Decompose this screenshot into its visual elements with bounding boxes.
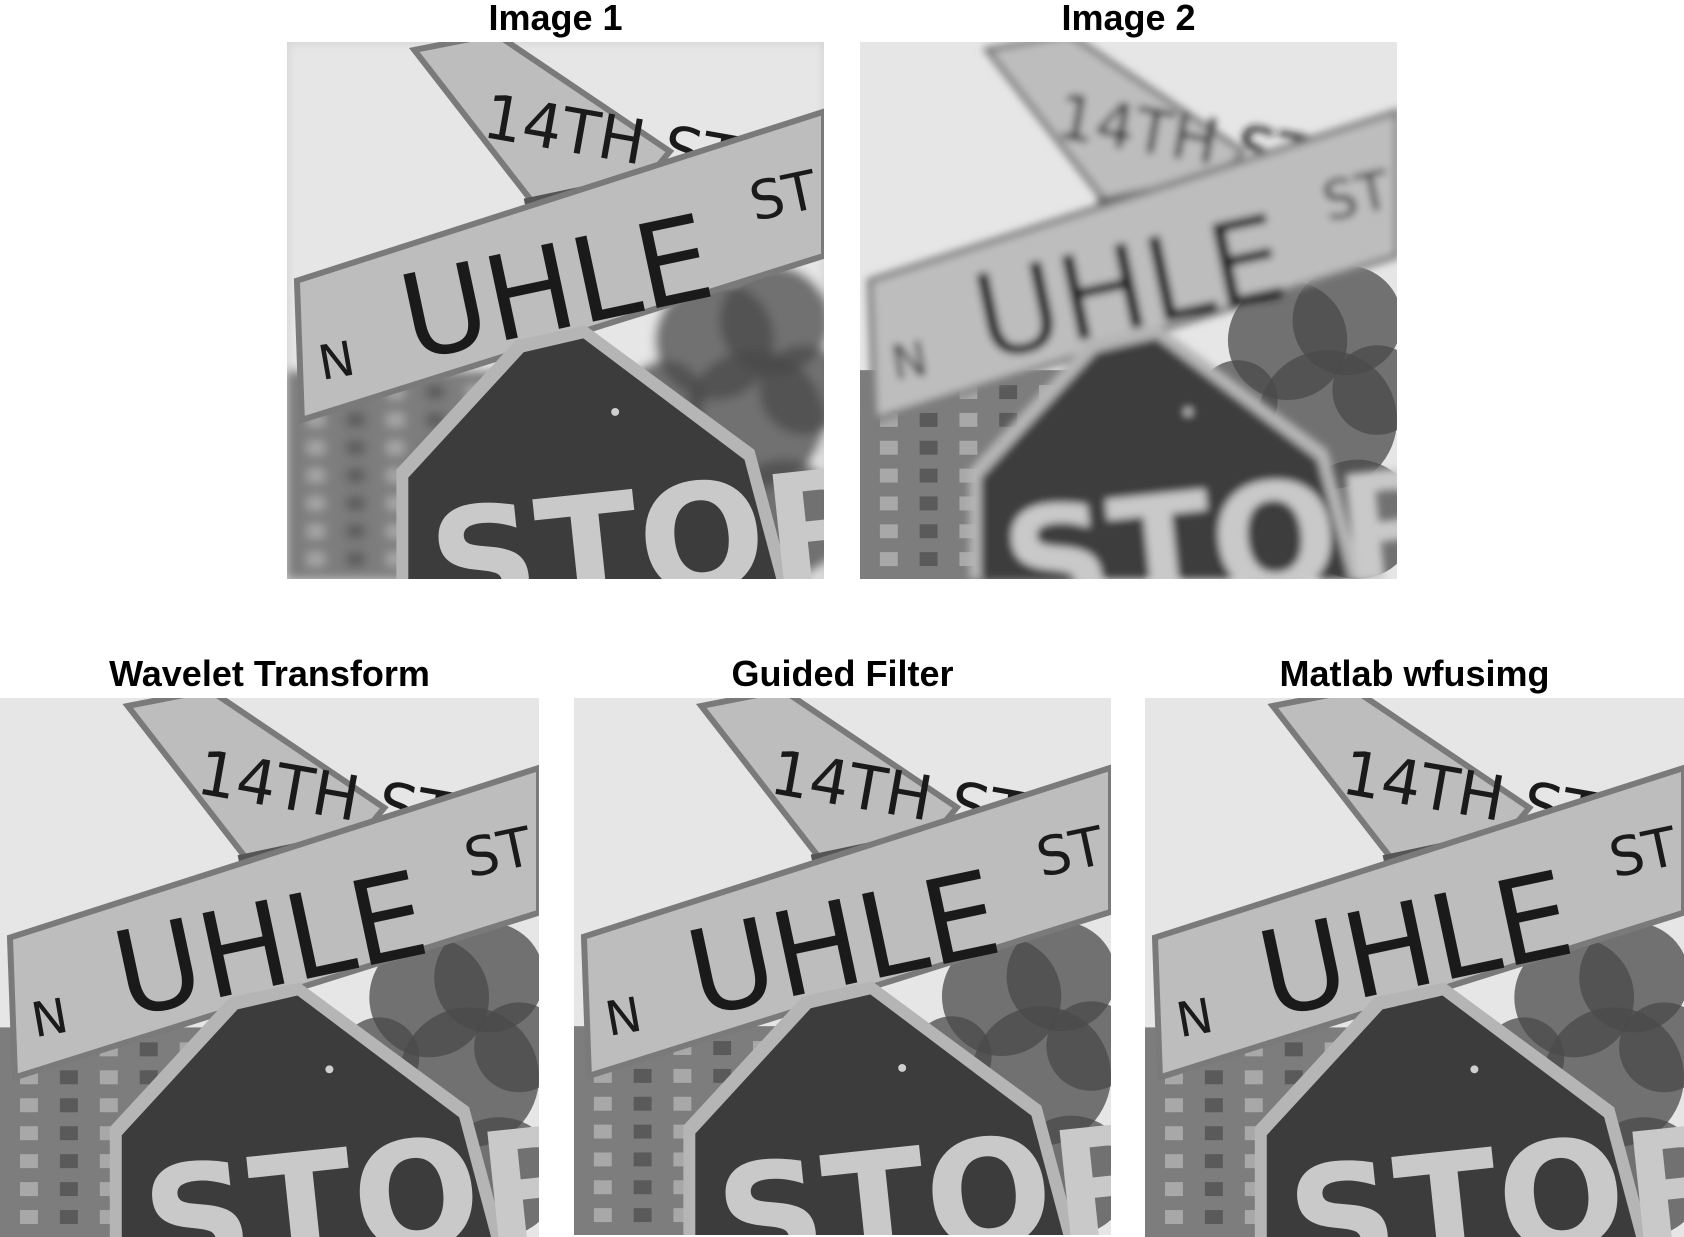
window	[594, 1208, 612, 1222]
street-sign-photo: 14TH ST UHLE N ST STOP	[0, 698, 539, 1237]
window	[920, 496, 938, 510]
sign-bolt	[1184, 408, 1192, 416]
window	[1205, 1126, 1223, 1140]
photo: 14TH ST UHLE N ST STOP	[574, 698, 1111, 1235]
window	[347, 469, 365, 483]
window	[1165, 1182, 1183, 1196]
sign-bolt	[898, 1064, 906, 1072]
window	[307, 441, 325, 455]
panel-title: Guided Filter	[574, 654, 1111, 694]
window	[1165, 1210, 1183, 1224]
window	[1165, 1126, 1183, 1140]
window	[307, 552, 325, 566]
window	[634, 1069, 652, 1083]
window	[959, 413, 977, 427]
window	[880, 496, 898, 510]
window	[1165, 1154, 1183, 1168]
window	[20, 1154, 38, 1168]
sign-bolt	[325, 1065, 333, 1073]
window	[713, 1041, 731, 1055]
window	[594, 1097, 612, 1111]
window	[307, 469, 325, 483]
window	[634, 1208, 652, 1222]
image-panel-5: Matlab wfusimg 14TH ST	[1145, 655, 1684, 1237]
sign-bolt	[611, 408, 619, 416]
window	[20, 1098, 38, 1112]
window	[920, 524, 938, 538]
window	[60, 1154, 78, 1168]
photo: 14TH ST UHLE N ST STOP	[287, 42, 824, 579]
window	[1205, 1154, 1223, 1168]
window	[100, 1070, 118, 1084]
window	[1245, 1098, 1263, 1112]
window	[634, 1097, 652, 1111]
window	[1205, 1098, 1223, 1112]
window	[347, 496, 365, 510]
window	[100, 1098, 118, 1112]
window	[60, 1126, 78, 1140]
window	[920, 552, 938, 566]
window	[386, 441, 404, 455]
street-sign-photo: 14TH ST UHLE N ST STOP	[287, 42, 824, 579]
window	[20, 1182, 38, 1196]
image-panel-4: Guided Filter 14TH ST	[574, 655, 1111, 1235]
window	[307, 496, 325, 510]
window	[1205, 1182, 1223, 1196]
panel-title: Image 1	[287, 0, 824, 38]
photo: 14TH ST UHLE N ST STOP	[0, 698, 539, 1237]
window	[60, 1098, 78, 1112]
window	[673, 1069, 691, 1083]
photo: 14TH ST UHLE N ST STOP	[1145, 698, 1684, 1237]
window	[60, 1210, 78, 1224]
window	[880, 552, 898, 566]
window	[347, 552, 365, 566]
street-sign-photo: 14TH ST UHLE N ST STOP	[1145, 698, 1684, 1237]
window	[386, 413, 404, 427]
window	[920, 469, 938, 483]
panel-title: Wavelet Transform	[0, 654, 539, 694]
window	[1245, 1070, 1263, 1084]
window	[634, 1152, 652, 1166]
image-panel-2: Image 2 14TH ST	[860, 0, 1397, 579]
window	[999, 385, 1017, 399]
window	[20, 1126, 38, 1140]
window	[880, 441, 898, 455]
image-panel-3: Wavelet Transform 14TH ST	[0, 655, 539, 1237]
street-sign-photo: 14TH ST UHLE N ST STOP	[860, 42, 1397, 579]
panel-title: Matlab wfusimg	[1145, 654, 1684, 694]
window	[20, 1210, 38, 1224]
window	[60, 1070, 78, 1084]
window	[1165, 1098, 1183, 1112]
photo: 14TH ST UHLE N ST STOP	[860, 42, 1397, 579]
window	[634, 1125, 652, 1139]
window	[959, 441, 977, 455]
window	[920, 441, 938, 455]
window	[1205, 1210, 1223, 1224]
sign-bolt	[1470, 1065, 1478, 1073]
window	[60, 1182, 78, 1196]
window	[634, 1180, 652, 1194]
window	[673, 1097, 691, 1111]
window	[594, 1180, 612, 1194]
street-sign-photo: 14TH ST UHLE N ST STOP	[574, 698, 1111, 1235]
image-panel-1: Image 1 14TH ST	[287, 0, 824, 579]
window	[347, 524, 365, 538]
window	[426, 385, 444, 399]
window	[1285, 1042, 1303, 1056]
window	[880, 469, 898, 483]
window	[1205, 1070, 1223, 1084]
window	[347, 413, 365, 427]
window	[880, 524, 898, 538]
window	[594, 1152, 612, 1166]
window	[920, 413, 938, 427]
window	[594, 1125, 612, 1139]
panel-title: Image 2	[860, 0, 1397, 38]
window	[347, 441, 365, 455]
window	[140, 1042, 158, 1056]
window	[307, 524, 325, 538]
